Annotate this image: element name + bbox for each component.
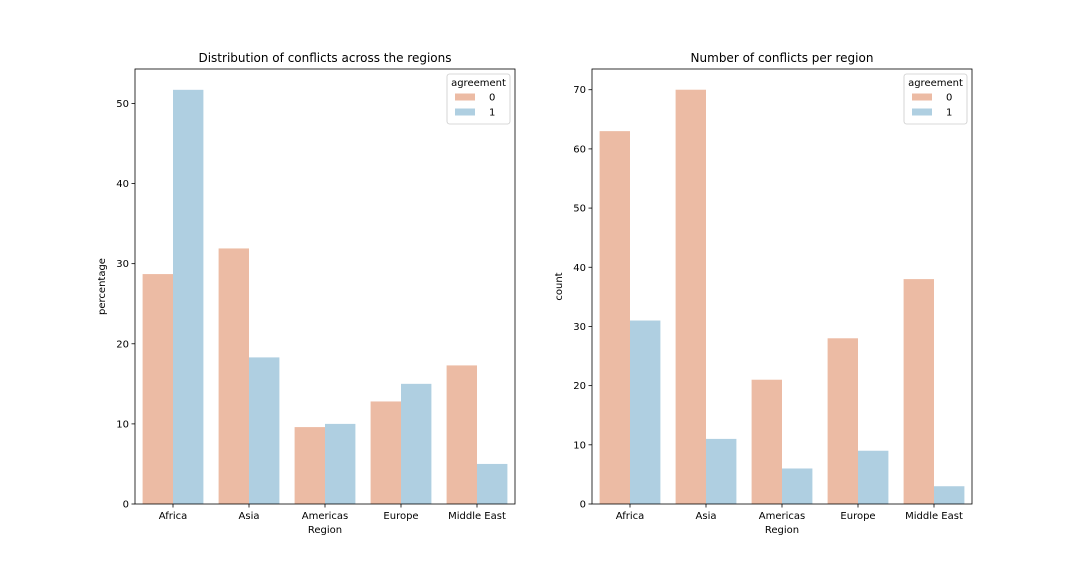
bar-americas-agreement-0: [294, 427, 325, 504]
bar-africa-agreement-1: [173, 89, 204, 504]
y-tick-label: 0: [123, 500, 129, 511]
x-tick-label: Africa: [159, 511, 188, 522]
legend-swatch-0: [912, 93, 932, 101]
bar-asia-agreement-1: [706, 438, 737, 504]
y-tick-label: 20: [116, 339, 129, 350]
x-tick-label: Africa: [616, 511, 645, 522]
x-tick-label: Europe: [383, 511, 418, 522]
x-tick-label: Middle East: [905, 511, 963, 522]
legend-title: agreement: [451, 78, 506, 89]
x-tick-label: Europe: [840, 511, 875, 522]
legend-swatch-0: [455, 93, 475, 101]
bar-middle-east-agreement-1: [477, 463, 508, 504]
x-tick-label: Asia: [696, 511, 717, 522]
bar-europe-agreement-1: [401, 383, 432, 504]
y-axis-label: percentage: [97, 258, 108, 315]
legend-label-0: 0: [489, 93, 495, 104]
legend-label-0: 0: [946, 93, 952, 104]
chart-title: Distribution of conflicts across the reg…: [198, 51, 451, 65]
bar-asia-agreement-1: [249, 357, 280, 504]
legend-swatch-1: [455, 108, 475, 116]
x-tick-label: Americas: [759, 511, 805, 522]
y-tick-label: 30: [573, 322, 586, 333]
bar-middle-east-agreement-1: [934, 486, 965, 504]
legend: agreement 0 1: [446, 73, 511, 125]
bar-asia-agreement-0: [675, 89, 706, 504]
y-tick-label: 10: [116, 419, 129, 430]
y-axis-label: count: [554, 272, 565, 300]
legend-label-1: 1: [946, 108, 952, 119]
x-axis-label: Region: [765, 525, 799, 536]
bar-africa-agreement-1: [630, 320, 661, 504]
bar-middle-east-agreement-0: [903, 279, 934, 504]
legend: agreement 0 1: [903, 73, 968, 125]
bar-europe-agreement-0: [827, 338, 858, 504]
bar-africa-agreement-0: [142, 274, 173, 504]
bar-africa-agreement-0: [599, 131, 630, 504]
y-tick-label: 50: [573, 204, 586, 215]
bar-americas-agreement-0: [751, 379, 782, 504]
y-tick-label: 60: [573, 144, 586, 155]
y-tick-label: 40: [573, 263, 586, 274]
bar-europe-agreement-1: [858, 450, 889, 504]
y-tick-label: 70: [573, 85, 586, 96]
bar-americas-agreement-1: [325, 423, 356, 504]
bar-middle-east-agreement-0: [446, 365, 477, 504]
y-tick-label: 20: [573, 381, 586, 392]
x-tick-label: Middle East: [448, 511, 506, 522]
bar-europe-agreement-0: [370, 401, 401, 504]
y-tick-label: 30: [116, 259, 129, 270]
x-tick-label: Asia: [239, 511, 260, 522]
y-tick-label: 40: [116, 179, 129, 190]
chart-title: Number of conflicts per region: [691, 51, 874, 65]
y-tick-label: 10: [573, 440, 586, 451]
x-tick-label: Americas: [302, 511, 348, 522]
bar-asia-agreement-0: [218, 248, 249, 504]
x-axis-label: Region: [308, 525, 342, 536]
legend-label-1: 1: [489, 108, 495, 119]
y-tick-label: 50: [116, 99, 129, 110]
legend-swatch-1: [912, 108, 932, 116]
legend-title: agreement: [908, 78, 963, 89]
bar-americas-agreement-1: [782, 468, 813, 504]
y-tick-label: 0: [580, 500, 586, 511]
